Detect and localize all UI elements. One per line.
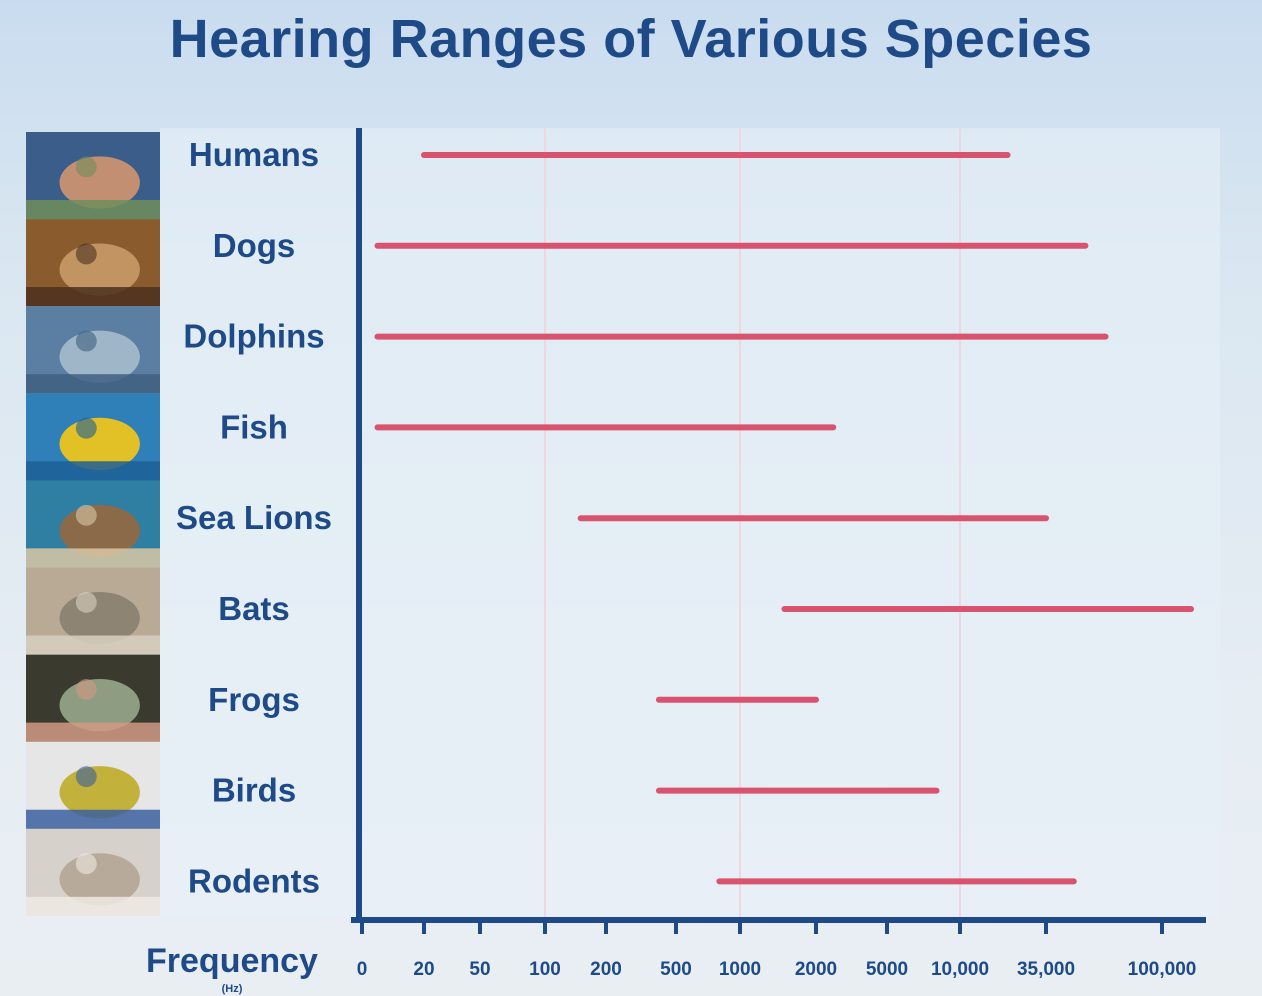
human-photo-icon [26,132,160,220]
bat-photo-icon [26,567,160,655]
x-tick-label: 0 [357,959,368,980]
species-label: Frogs [208,681,300,718]
bird-photo-icon [26,741,160,829]
x-tick-label: 100,000 [1128,959,1197,980]
x-tick-label: 5000 [866,959,908,980]
species-label: Fish [220,408,288,445]
sea-lion-photo-icon [26,480,160,568]
species-label: Sea Lions [176,499,332,536]
x-tick-label: 35,000 [1017,959,1075,980]
x-tick-label: 1000 [719,959,761,980]
axes [351,128,1206,923]
x-tick-label: 10,000 [931,959,989,980]
species-label: Humans [189,136,319,173]
plot-background [160,128,1220,918]
x-tick-label: 500 [660,959,692,980]
fish-photo-icon [26,393,160,481]
x-tick-label: 100 [529,959,561,980]
dolphin-photo-icon [26,306,160,394]
x-ticks: 0 20 50 100 200 500 1000 2000 5000 10,000 35,000 10… [357,920,1197,980]
x-tick-label: 200 [590,959,622,980]
species-labels: Humans Dogs Dolphins Fish Sea Lions Bats Frogs… [176,136,332,899]
x-axis-label: Frequency [146,942,318,980]
frog-photo-icon [26,654,160,742]
x-tick-label: 2000 [795,959,837,980]
species-label: Dogs [213,227,296,264]
species-photo-column [26,132,160,916]
range-bars [374,152,1194,885]
species-label: Rodents [188,862,320,899]
species-label: Birds [212,772,296,809]
rodent-photo-icon [26,828,160,916]
x-tick-label: 20 [413,959,434,980]
species-label: Dolphins [183,318,324,355]
page-title: Hearing Ranges of Various Species [169,9,1093,69]
x-axis-unit: (Hz) [222,983,243,995]
species-label: Bats [218,590,290,627]
x-tick-label: 50 [469,959,490,980]
dog-photo-icon [26,219,160,307]
